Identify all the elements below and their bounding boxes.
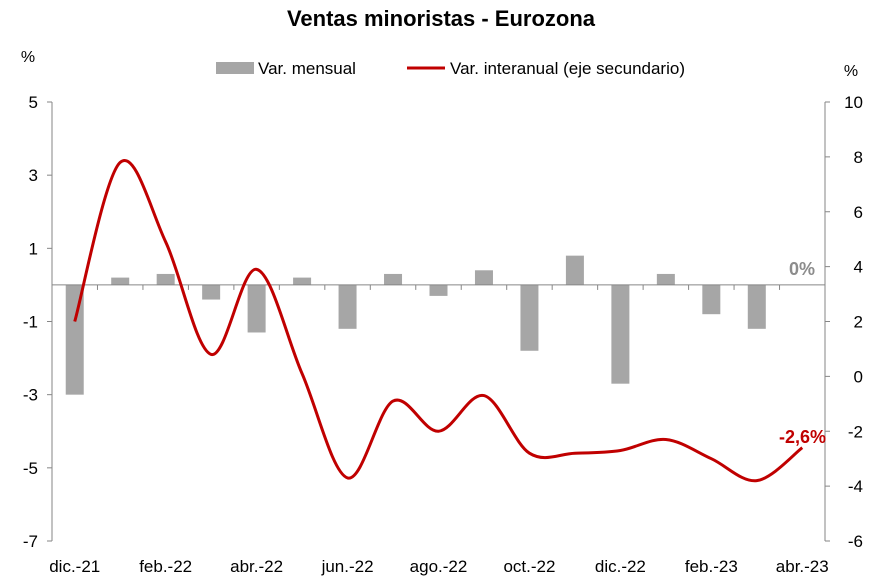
right-tick-label: 8	[854, 148, 863, 167]
bar	[429, 284, 448, 296]
bar	[111, 277, 130, 285]
bar	[247, 284, 266, 333]
legend-label-line: Var. interanual (eje secundario)	[450, 59, 685, 78]
last-value-annotation: -2,6%	[779, 427, 826, 447]
right-tick-label: 0	[854, 367, 863, 386]
right-tick-label: 2	[854, 313, 863, 332]
left-tick-label: -3	[23, 386, 38, 405]
zero-annotation: 0%	[789, 259, 815, 279]
right-tick-label: 10	[844, 93, 863, 112]
left-axis-unit: %	[21, 49, 35, 66]
x-tick-label: jun.-22	[321, 557, 374, 576]
x-tick-label: abr.-22	[230, 557, 283, 576]
bar	[65, 284, 84, 395]
x-tick-label: feb.-22	[139, 557, 192, 576]
left-tick-label: 1	[29, 239, 38, 258]
left-tick-label: -1	[23, 313, 38, 332]
bar	[565, 255, 584, 285]
bar	[656, 273, 675, 285]
x-tick-label: abr.-23	[776, 557, 829, 576]
bar	[747, 284, 766, 329]
yoy-line	[73, 159, 804, 483]
legend-label-bars: Var. mensual	[258, 59, 356, 78]
right-tick-label: -4	[848, 477, 863, 496]
x-tick-label: dic.-22	[595, 557, 646, 576]
x-tick-label: dic.-21	[49, 557, 100, 576]
x-tick-label: ago.-22	[410, 557, 468, 576]
x-tick-label: oct.-22	[503, 557, 555, 576]
left-tick-label: -5	[23, 459, 38, 478]
bar	[611, 284, 630, 384]
left-tick-label: 5	[29, 93, 38, 112]
bar	[702, 284, 721, 315]
right-tick-label: -2	[848, 422, 863, 441]
bar	[338, 284, 357, 329]
bar	[474, 270, 493, 285]
right-axis-unit: %	[844, 63, 858, 80]
bar	[202, 284, 221, 300]
right-tick-label: 4	[854, 258, 863, 277]
bar	[384, 273, 403, 285]
x-tick-label: feb.-23	[685, 557, 738, 576]
line-series	[73, 159, 804, 483]
bar	[156, 273, 175, 285]
left-tick-label: 3	[29, 166, 38, 185]
axes: 5 3 1 -1 -3 -5 -7 10 8 6 4 2 0 -2 -4 -6 dic.-21 feb.-22 ab…	[23, 93, 863, 576]
chart-title: Ventas minoristas - Eurozona	[287, 6, 596, 31]
legend: Var. mensual Var. interanual (eje secund…	[216, 59, 685, 78]
bar-series	[65, 255, 766, 395]
bar	[293, 277, 312, 285]
right-tick-label: -6	[848, 532, 863, 551]
legend-swatch-bars	[216, 62, 254, 74]
bar	[520, 284, 539, 351]
right-tick-label: 6	[854, 203, 863, 222]
left-tick-label: -7	[23, 532, 38, 551]
